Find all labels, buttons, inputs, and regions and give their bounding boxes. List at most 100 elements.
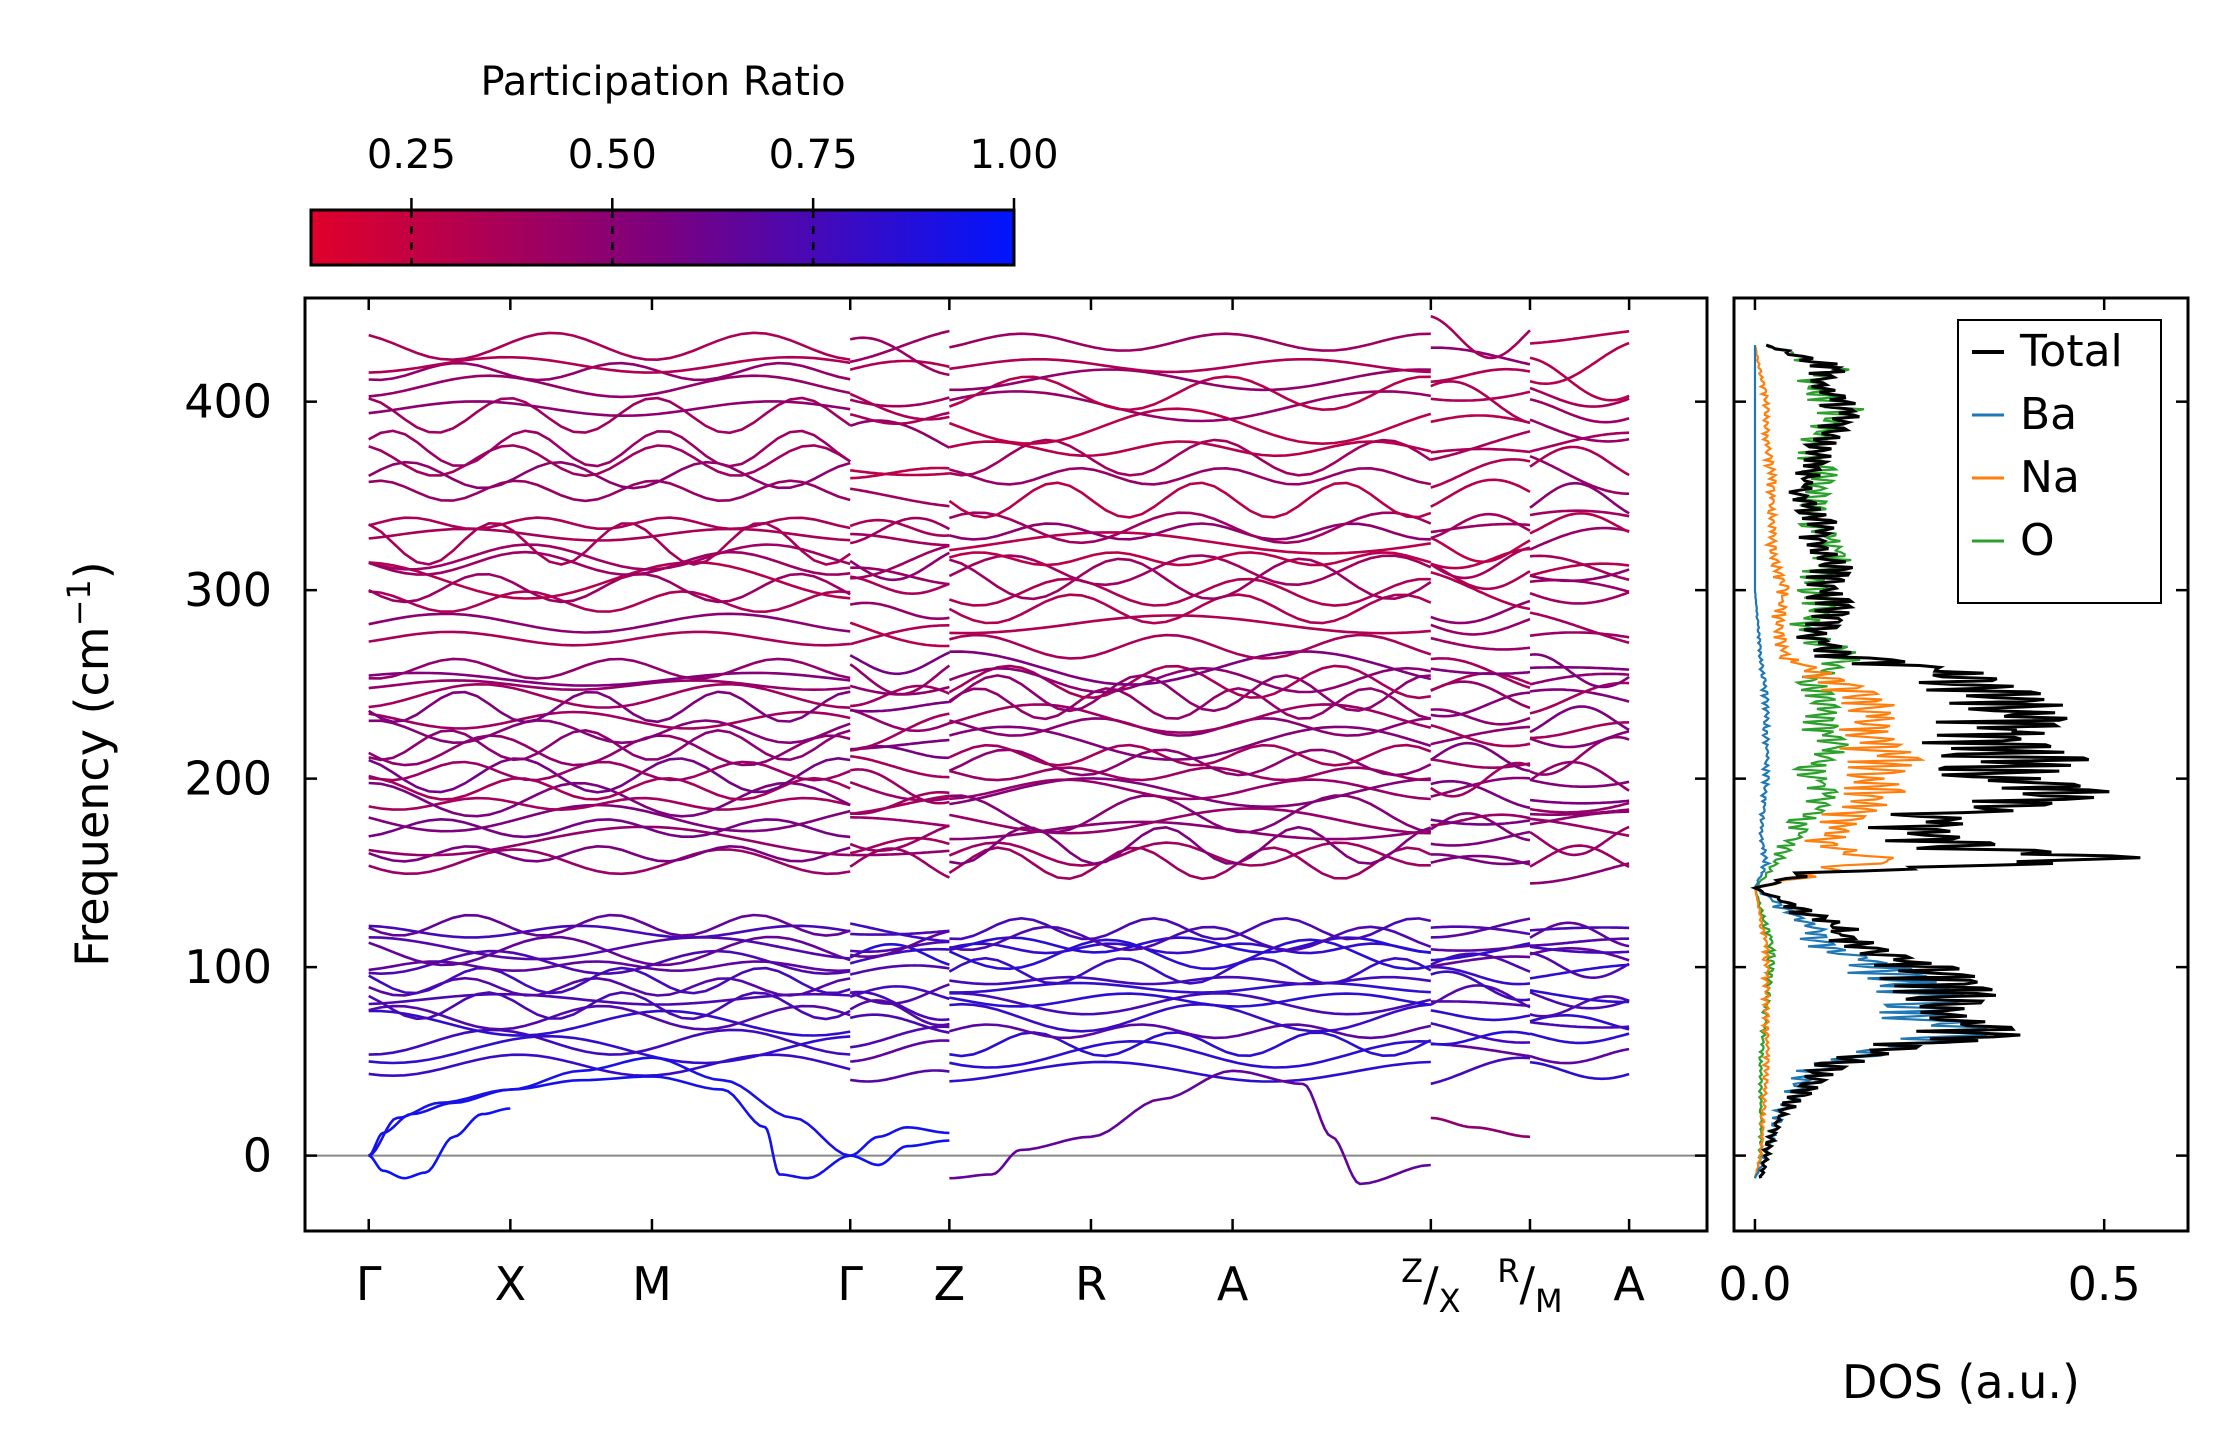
band-line xyxy=(1529,568,1630,583)
tick-label-sub: M xyxy=(1535,1282,1563,1320)
band-line xyxy=(368,848,851,876)
band-line xyxy=(850,544,950,580)
band-line xyxy=(1430,636,1531,651)
band-line xyxy=(368,728,851,762)
band-line xyxy=(1529,591,1630,605)
legend-items: Total Ba Na O xyxy=(1972,326,2123,566)
band-line xyxy=(949,992,1431,1008)
band-line xyxy=(949,332,1431,352)
band-x-tick-label: X xyxy=(495,1257,527,1311)
band-line xyxy=(1529,454,1630,495)
band-line xyxy=(368,776,851,801)
colorbar-tick-label: 0.75 xyxy=(769,132,858,178)
band-x-tick-label: M xyxy=(632,1257,672,1311)
dos-x-tick-label: 0.0 xyxy=(1718,1257,1791,1311)
band-line xyxy=(1430,1009,1531,1022)
band-y-tick-label: 200 xyxy=(184,752,272,806)
band-line xyxy=(949,614,1431,635)
band-line xyxy=(849,487,950,508)
band-y-tick-label: 300 xyxy=(184,563,272,617)
band-line xyxy=(1430,854,1531,866)
band-line xyxy=(849,947,950,965)
dos-series-total xyxy=(1750,343,2141,1179)
band-line xyxy=(849,359,950,371)
band-line xyxy=(1529,926,1630,932)
band-line xyxy=(1430,955,1531,968)
band-line xyxy=(1430,367,1531,383)
dos-lines xyxy=(1750,343,2141,1179)
band-x-tick-label: R/M xyxy=(1497,1252,1562,1320)
band-line xyxy=(1529,729,1630,749)
colorbar: Participation Ratio 0.25 0.50 0.75 1.00 xyxy=(309,59,1059,267)
band-line xyxy=(1529,760,1630,792)
band-y-ticks: 0 100 200 300 400 xyxy=(184,375,2188,1183)
band-line xyxy=(1529,808,1630,816)
band-line xyxy=(368,803,851,833)
band-y-tick-label: 400 xyxy=(184,375,272,429)
band-line xyxy=(1529,672,1630,686)
band-line xyxy=(849,651,950,676)
band-line xyxy=(1529,937,1630,947)
band-line xyxy=(849,1013,950,1034)
band-line xyxy=(1430,380,1531,425)
band-line xyxy=(1529,825,1630,857)
band-line xyxy=(850,794,950,816)
band-line xyxy=(949,1002,1431,1033)
band-line xyxy=(1529,562,1630,577)
band-line xyxy=(948,666,1432,694)
band-line xyxy=(849,999,950,1027)
band-line xyxy=(368,1004,851,1031)
colorbar-title: Participation Ratio xyxy=(480,59,845,105)
band-line xyxy=(1529,554,1630,581)
band-line xyxy=(949,531,1431,555)
band-line xyxy=(368,1009,851,1037)
band-line xyxy=(1529,578,1630,594)
band-line xyxy=(1430,346,1531,366)
band-line xyxy=(368,913,851,937)
band-line xyxy=(948,407,1432,446)
band-line xyxy=(1529,801,1630,814)
band-line xyxy=(1430,547,1531,570)
band-line xyxy=(949,807,1431,835)
band-line xyxy=(368,612,851,634)
dos-panel: 0.0 0.5 DOS (a.u.) Total Ba Na O xyxy=(1718,296,2190,1409)
band-line xyxy=(948,593,1432,625)
band-line xyxy=(368,527,851,542)
legend-label: Ba xyxy=(2020,389,2077,440)
band-line xyxy=(849,824,950,853)
band-line xyxy=(949,650,1432,686)
band-line xyxy=(949,716,1431,737)
band-line xyxy=(1529,798,1630,805)
band-line xyxy=(368,560,851,600)
band-line xyxy=(1430,1022,1531,1044)
band-line xyxy=(1529,862,1630,885)
band-line xyxy=(949,981,1431,994)
band-line xyxy=(368,460,851,490)
band-line xyxy=(368,756,851,794)
band-line xyxy=(1529,341,1630,385)
band-line xyxy=(849,922,950,943)
band-line xyxy=(1529,330,1630,345)
band-line xyxy=(368,734,851,767)
band-line xyxy=(849,780,950,802)
y-axis-label: Frequency (cm−1) xyxy=(60,561,119,966)
band-line xyxy=(850,532,950,547)
band-line xyxy=(1430,691,1531,718)
band-line xyxy=(949,820,1431,841)
band-line xyxy=(1430,708,1531,726)
band-line xyxy=(1430,571,1531,611)
band-line xyxy=(948,938,1432,971)
band-line xyxy=(1430,478,1531,508)
band-line xyxy=(849,551,950,582)
band-line xyxy=(1430,761,1531,798)
band-line xyxy=(1529,1047,1630,1065)
band-line xyxy=(368,630,851,647)
band-line xyxy=(368,355,851,374)
band-line xyxy=(949,551,1432,567)
band-line xyxy=(368,671,851,687)
band-line xyxy=(1529,844,1630,869)
band-x-tick-label: Z/X xyxy=(1401,1252,1460,1320)
band-line xyxy=(1430,667,1531,676)
